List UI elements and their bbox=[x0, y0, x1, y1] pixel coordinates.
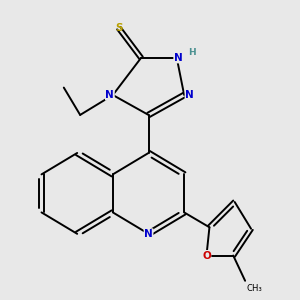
Text: H: H bbox=[188, 48, 196, 57]
Text: N: N bbox=[185, 90, 194, 100]
Text: S: S bbox=[115, 23, 122, 33]
Text: CH₃: CH₃ bbox=[247, 284, 262, 293]
Text: O: O bbox=[202, 250, 211, 260]
Text: N: N bbox=[106, 90, 114, 100]
Text: N: N bbox=[144, 229, 153, 239]
Text: N: N bbox=[174, 53, 183, 63]
